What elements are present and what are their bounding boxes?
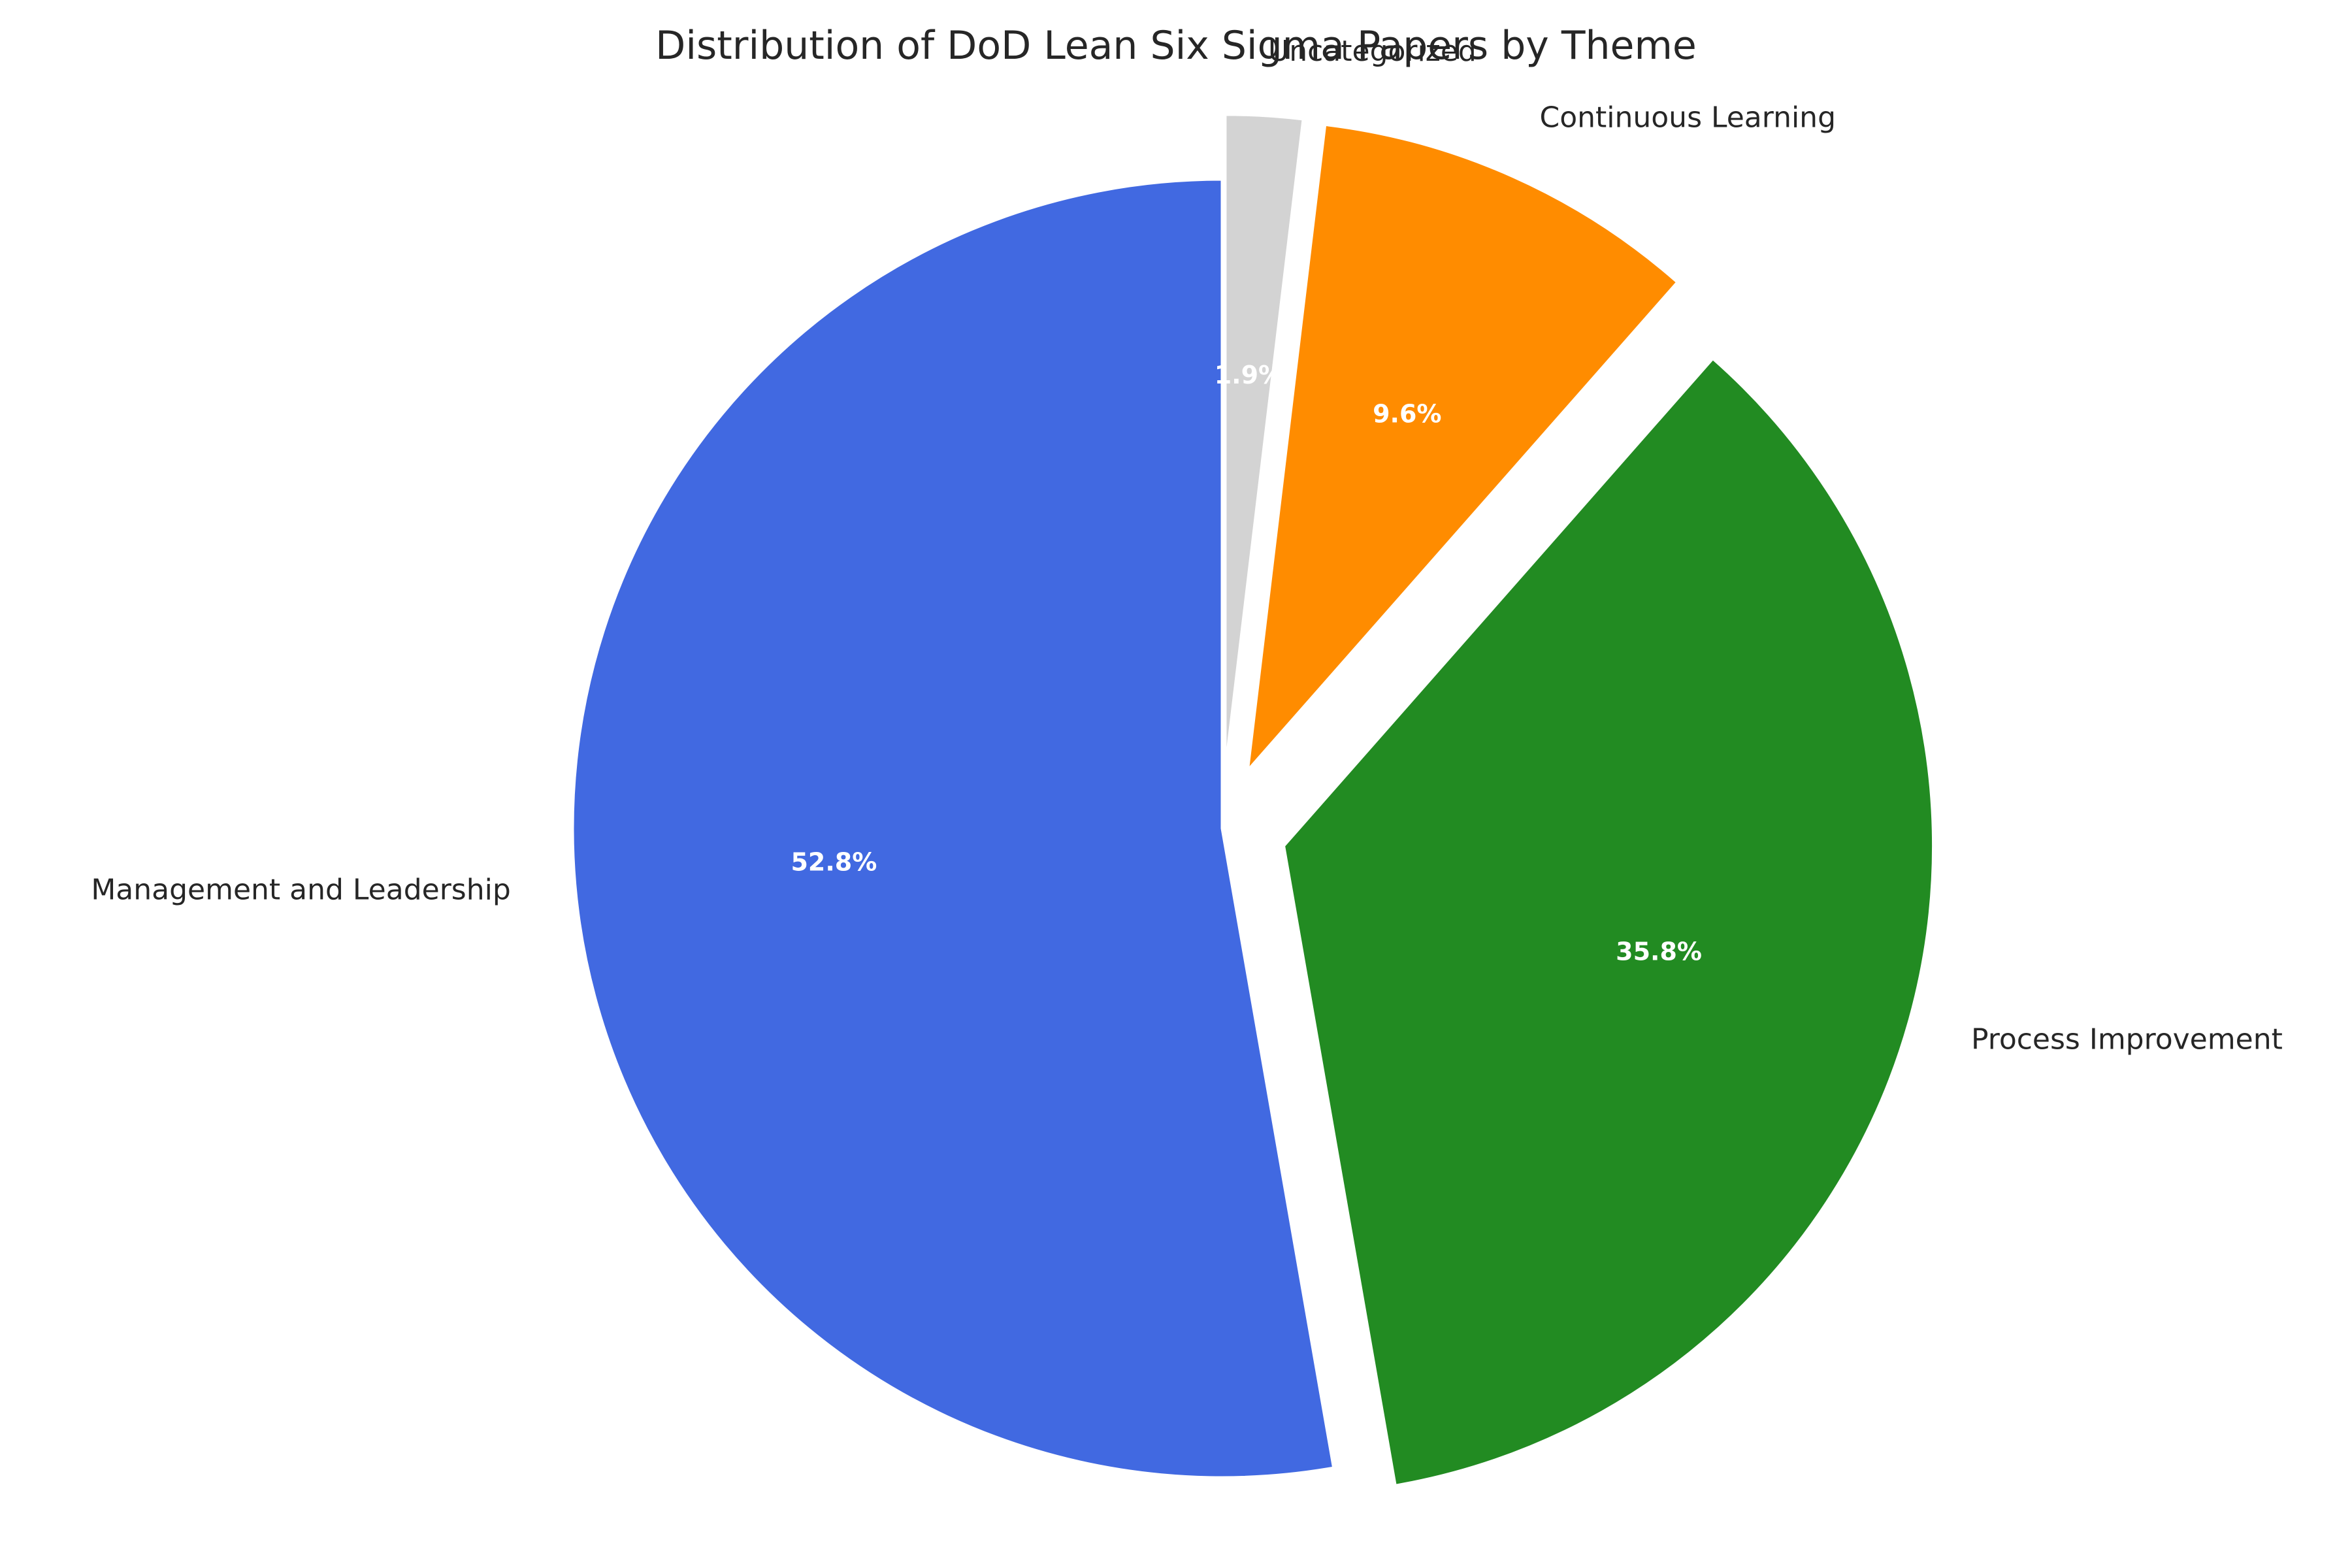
chart-title: Distribution of DoD Lean Six Sigma Paper… (655, 23, 1697, 69)
pie-slice-continuous-learning (1247, 123, 1678, 772)
pie-slice-process-improvement (1282, 357, 1935, 1486)
pct-label: 9.6% (1373, 399, 1441, 428)
pct-label: 35.8% (1616, 937, 1702, 966)
pie-slice-management-and-leadership (572, 178, 1335, 1478)
pct-label: 52.8% (791, 847, 877, 876)
pie-slices (572, 114, 1935, 1486)
category-labels: Uncategorized Continuous Learning Process … (91, 35, 2283, 1056)
category-label: Continuous Learning (1539, 101, 1836, 135)
percentage-labels: 1.9% 9.6% 35.8% 52.8% (791, 361, 1701, 966)
category-label: Process Improvement (1971, 1023, 2283, 1056)
pct-label: 1.9% (1215, 361, 1283, 389)
category-label: Management and Leadership (91, 874, 510, 907)
category-label: Uncategorized (1268, 35, 1477, 68)
pie-slice-uncategorized (1224, 114, 1304, 764)
